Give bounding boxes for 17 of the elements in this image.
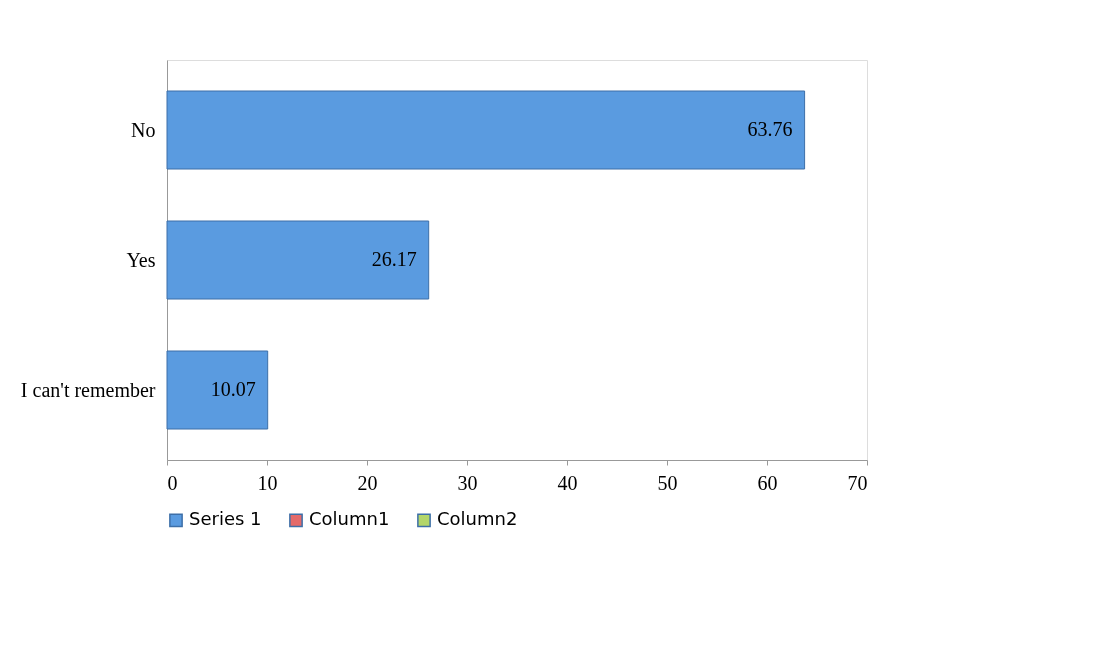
data-label: 26.17 bbox=[371, 248, 417, 270]
legend-label: Series 1 bbox=[189, 508, 262, 530]
x-tick-label: 30 bbox=[457, 471, 478, 494]
data-label: 63.76 bbox=[747, 118, 793, 140]
legend-label: Column2 bbox=[437, 508, 518, 530]
x-tick-label: 40 bbox=[557, 471, 578, 494]
y-tick-label: No bbox=[131, 118, 156, 141]
x-tick-label: 50 bbox=[657, 471, 678, 494]
y-tick-label: I can't remember bbox=[20, 378, 156, 401]
x-tick-label: 20 bbox=[357, 471, 378, 494]
legend-label: Column1 bbox=[309, 508, 390, 530]
data-label: 10.07 bbox=[210, 378, 256, 400]
x-tick-label: 10 bbox=[257, 471, 278, 494]
x-tick-label: 60 bbox=[757, 471, 778, 494]
x-tick-label: 0 bbox=[167, 471, 178, 494]
y-tick-label: Yes bbox=[126, 248, 156, 271]
x-tick-label: 70 bbox=[847, 471, 868, 494]
